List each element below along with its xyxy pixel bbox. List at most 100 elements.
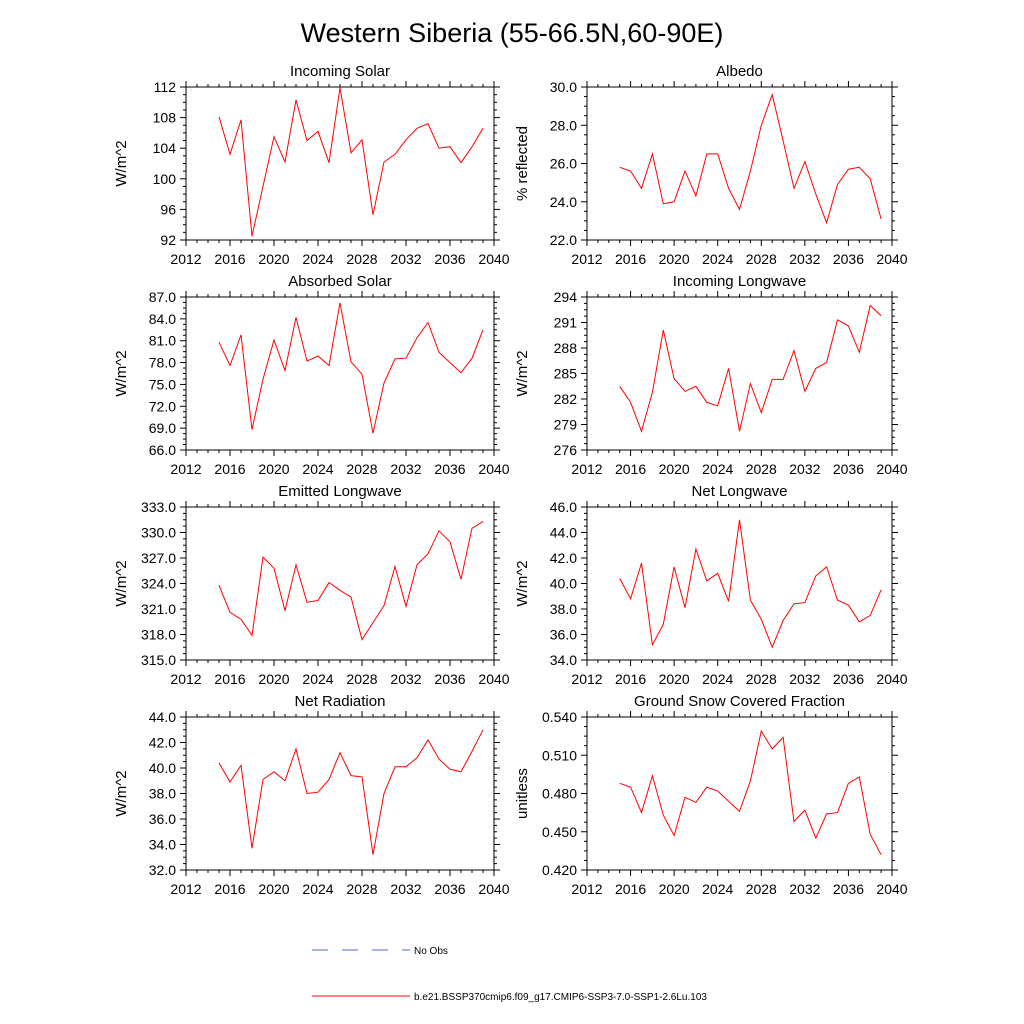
series-line	[619, 519, 882, 649]
x-tick-label: 2036	[833, 671, 864, 687]
y-tick-label: 40.0	[550, 576, 577, 592]
x-tick-label: 2040	[876, 881, 907, 897]
panel-3: 2012 2016 2020 2024 2028 2032 2036 2040 66.0 69.0…	[113, 273, 510, 477]
series-line	[218, 87, 484, 237]
y-axis-label: % reflected	[514, 126, 531, 201]
x-tick-label: 2032	[390, 881, 421, 897]
y-tick-label: 0.450	[542, 824, 577, 840]
x-tick-label: 2040	[478, 461, 509, 477]
y-tick-label: 22.0	[550, 232, 577, 248]
y-tick-label: 96	[160, 201, 176, 217]
plot-frame	[586, 296, 893, 451]
series-line	[619, 92, 882, 225]
y-tick-label: 42.0	[149, 735, 176, 751]
x-tick-label: 2028	[346, 461, 377, 477]
x-tick-label: 2036	[434, 251, 465, 267]
y-tick-label: 0.480	[542, 786, 577, 802]
y-tick-label: 318.0	[141, 627, 176, 643]
y-tick-label: 92	[160, 232, 176, 248]
y-tick-label: 42.0	[550, 550, 577, 566]
panel-title: Albedo	[716, 63, 763, 80]
plot-frame	[185, 296, 495, 451]
x-tick-label: 2012	[170, 461, 201, 477]
y-tick-label: 315.0	[141, 652, 176, 668]
series-line	[218, 520, 484, 641]
plot-frame	[185, 716, 495, 871]
x-tick-label: 2032	[390, 461, 421, 477]
y-axis-label: W/m^2	[113, 770, 130, 816]
y-tick-label: 279	[554, 417, 578, 433]
y-tick-label: 100	[153, 171, 177, 187]
panels: 2012 2016 2020 2024 2028 2032 2036 2040 92 96 100 1…	[113, 63, 908, 897]
x-tick-label: 2032	[789, 881, 820, 897]
y-tick-label: 38.0	[149, 786, 176, 802]
y-tick-label: 330.0	[141, 525, 176, 541]
plot-frame	[586, 716, 893, 871]
x-tick-label: 2028	[346, 881, 377, 897]
y-tick-label: 0.510	[542, 747, 577, 763]
y-tick-label: 44.0	[550, 525, 577, 541]
y-tick-label: 0.420	[542, 862, 577, 878]
panel-title: Net Longwave	[692, 483, 788, 500]
y-axis-label: W/m^2	[514, 350, 531, 396]
y-tick-label: 294	[554, 289, 578, 305]
x-tick-label: 2020	[659, 251, 690, 267]
plot-frame	[586, 86, 893, 241]
panel-title: Net Radiation	[295, 693, 386, 710]
x-tick-label: 2020	[659, 671, 690, 687]
y-tick-label: 104	[153, 140, 177, 156]
x-tick-label: 2016	[615, 461, 646, 477]
plot-frame	[586, 506, 893, 661]
y-tick-label: 321.0	[141, 601, 176, 617]
y-tick-label: 75.0	[149, 376, 176, 392]
x-tick-label: 2012	[170, 671, 201, 687]
y-tick-label: 69.0	[149, 420, 176, 436]
legend: No Obs b.e21.BSSP370cmip6.f09_g17.CMIP6-…	[312, 946, 707, 1003]
x-tick-label: 2040	[876, 251, 907, 267]
x-tick-label: 2020	[258, 881, 289, 897]
panel-4: 2012 2016 2020 2024 2028 2032 2036 2040 276 279 28…	[514, 273, 908, 477]
x-tick-label: 2012	[571, 671, 602, 687]
x-tick-label: 2024	[302, 251, 333, 267]
y-tick-label: 38.0	[550, 601, 577, 617]
series-line	[619, 729, 882, 855]
plot-frame	[185, 86, 495, 241]
x-tick-label: 2016	[214, 461, 245, 477]
panel-1: 2012 2016 2020 2024 2028 2032 2036 2040 92 96 100 1…	[113, 63, 510, 267]
x-tick-label: 2024	[702, 671, 733, 687]
x-tick-label: 2020	[659, 881, 690, 897]
y-tick-label: 327.0	[141, 550, 176, 566]
x-tick-label: 2016	[214, 671, 245, 687]
x-tick-label: 2036	[833, 461, 864, 477]
series-line	[619, 304, 882, 433]
x-tick-label: 2040	[478, 881, 509, 897]
panel-6: 2012 2016 2020 2024 2028 2032 2036 2040 34.0 36.0…	[514, 483, 908, 687]
x-tick-label: 2024	[702, 461, 733, 477]
y-tick-label: 81.0	[149, 333, 176, 349]
y-tick-label: 36.0	[550, 627, 577, 643]
y-tick-label: 285	[554, 366, 578, 382]
x-tick-label: 2016	[615, 881, 646, 897]
y-tick-label: 26.0	[550, 156, 577, 172]
x-tick-label: 2024	[302, 671, 333, 687]
x-tick-label: 2028	[746, 251, 777, 267]
series-line	[218, 302, 484, 434]
x-tick-label: 2012	[170, 881, 201, 897]
x-tick-label: 2032	[390, 251, 421, 267]
series-line	[218, 729, 484, 855]
x-tick-label: 2036	[434, 671, 465, 687]
x-tick-label: 2020	[258, 461, 289, 477]
y-tick-label: 40.0	[149, 760, 176, 776]
x-tick-label: 2024	[702, 881, 733, 897]
x-tick-label: 2012	[170, 251, 201, 267]
x-tick-label: 2040	[876, 461, 907, 477]
y-tick-label: 282	[554, 391, 578, 407]
x-tick-label: 2020	[659, 461, 690, 477]
x-tick-label: 2032	[789, 461, 820, 477]
x-tick-label: 2040	[876, 671, 907, 687]
x-tick-label: 2012	[571, 251, 602, 267]
y-tick-label: 333.0	[141, 499, 176, 515]
x-tick-label: 2036	[833, 881, 864, 897]
y-axis-label: unitless	[514, 768, 531, 819]
